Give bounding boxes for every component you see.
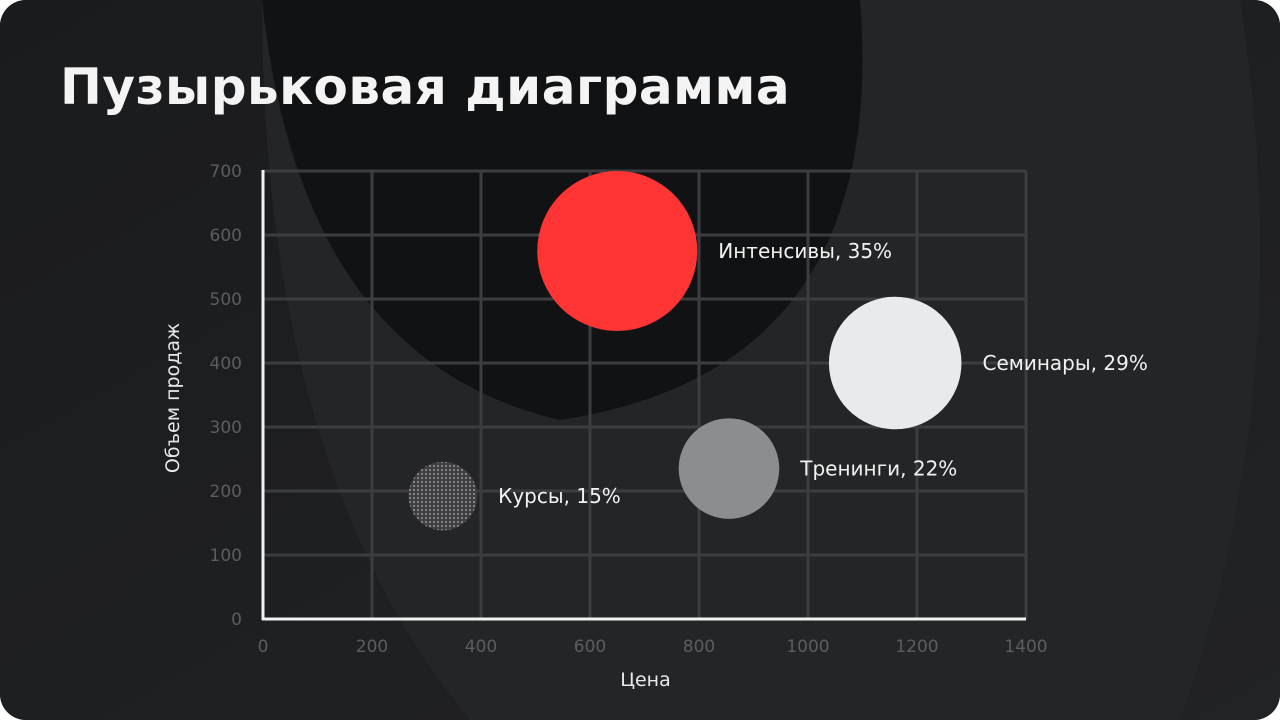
x-tick-label: 1000	[786, 637, 829, 657]
y-tick-label: 100	[210, 546, 242, 566]
y-tick-label: 400	[210, 354, 242, 374]
chart-axes	[261, 170, 1026, 621]
bubble-3[interactable]	[678, 418, 780, 519]
y-tick-label: 300	[210, 418, 242, 438]
bubble-label: Тренинги, 22%	[799, 457, 957, 481]
bubble-label: Интенсивы, 35%	[718, 239, 892, 263]
y-tick-label: 700	[210, 162, 242, 182]
bubble-2[interactable]	[828, 296, 962, 430]
x-tick-label: 600	[574, 637, 606, 657]
y-tick-label: 600	[210, 226, 242, 246]
y-axis-label: Объем продаж	[162, 323, 184, 473]
x-axis-ticks: 0 200 400 600 800 1000 1200 1400	[258, 637, 1048, 657]
y-tick-label: 0	[231, 610, 242, 630]
x-tick-label: 1400	[1004, 637, 1047, 657]
x-tick-label: 400	[465, 637, 497, 657]
x-tick-label: 1200	[895, 637, 938, 657]
x-axis-label: Цена	[620, 669, 671, 691]
bubble-series: Интенсивы, 35% Семинары, 29% Тренинги, 22%…	[408, 171, 1148, 531]
y-axis-ticks: 0 100 200 300 400 500 600 700	[210, 162, 242, 630]
y-tick-label: 500	[210, 290, 242, 310]
bubble-1[interactable]	[537, 171, 698, 331]
bubble-label: Курсы, 15%	[498, 484, 621, 508]
bubble-label: Семинары, 29%	[982, 351, 1147, 375]
x-tick-label: 0	[258, 637, 269, 657]
x-tick-label: 800	[683, 637, 715, 657]
x-tick-label: 200	[356, 637, 388, 657]
bubble-4[interactable]	[408, 461, 478, 531]
y-tick-label: 200	[210, 482, 242, 502]
page-title: Пузырьковая диаграмма	[60, 58, 791, 116]
